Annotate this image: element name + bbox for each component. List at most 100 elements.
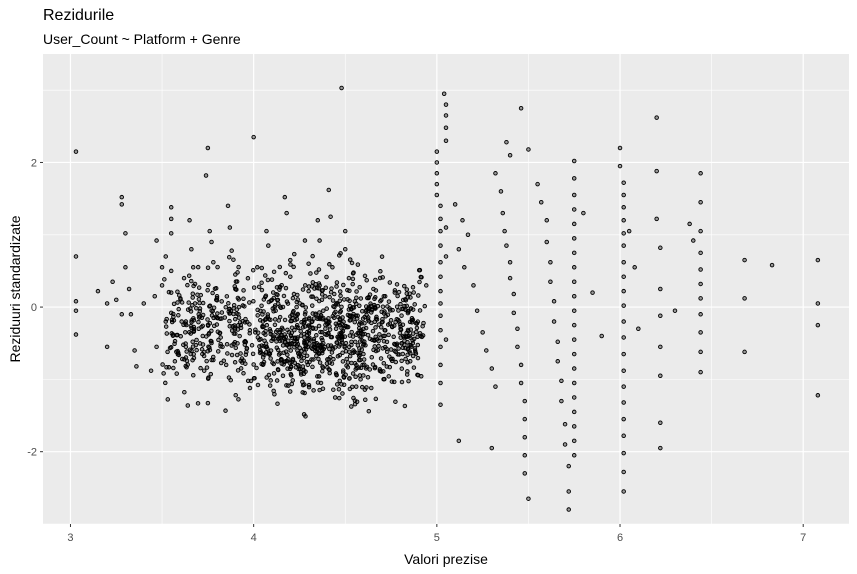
data-point: [256, 284, 262, 290]
data-point: [353, 339, 358, 345]
data-point: [310, 303, 315, 308]
data-point: [326, 367, 332, 372]
data-point: [304, 359, 310, 365]
data-point: [393, 399, 398, 404]
data-point: [180, 356, 185, 362]
data-point: [312, 286, 317, 291]
data-point: [658, 445, 663, 451]
data-point: [104, 344, 110, 350]
data-point: [636, 326, 641, 332]
data-point: [261, 359, 267, 365]
data-point: [186, 300, 191, 305]
data-point: [331, 315, 337, 320]
data-point: [361, 357, 367, 362]
data-point: [375, 347, 381, 353]
data-point: [213, 286, 219, 291]
data-point: [275, 347, 281, 353]
data-point: [405, 340, 410, 345]
data-point: [438, 313, 443, 319]
data-point: [300, 302, 305, 308]
data-point: [299, 320, 304, 325]
data-point: [264, 322, 270, 328]
data-point: [345, 287, 350, 293]
data-point: [235, 270, 240, 275]
data-point: [369, 385, 374, 391]
data-point: [462, 265, 467, 270]
data-point: [393, 319, 398, 325]
data-point: [148, 368, 154, 373]
data-point: [349, 329, 354, 335]
data-point: [401, 306, 406, 312]
data-point: [233, 345, 239, 351]
data-point: [231, 306, 237, 311]
data-point: [292, 327, 297, 333]
data-point: [359, 321, 364, 326]
data-point: [324, 274, 329, 280]
data-point: [232, 316, 238, 322]
y-tick-label: 2: [31, 157, 37, 169]
data-point: [337, 317, 343, 323]
data-point: [395, 293, 400, 299]
data-point: [275, 297, 280, 303]
data-point: [326, 187, 332, 193]
data-point: [280, 343, 286, 348]
data-point: [275, 401, 280, 406]
data-point: [344, 363, 349, 368]
data-point: [381, 333, 386, 339]
data-point: [350, 334, 356, 339]
data-point: [260, 324, 265, 330]
data-point: [551, 299, 557, 304]
data-point: [179, 319, 184, 324]
data-point: [185, 282, 190, 288]
data-point: [295, 362, 301, 368]
data-point: [321, 308, 326, 313]
data-point: [571, 293, 577, 299]
data-point: [277, 264, 283, 270]
data-point: [484, 348, 489, 353]
data-point: [438, 362, 443, 368]
data-point: [205, 400, 211, 406]
data-point: [381, 360, 387, 366]
data-point: [73, 299, 79, 304]
data-point: [698, 228, 703, 234]
data-point: [364, 364, 370, 370]
data-point: [403, 298, 409, 303]
data-point: [320, 337, 325, 343]
data-point: [337, 253, 342, 258]
data-point: [815, 322, 821, 328]
data-point: [271, 388, 276, 394]
data-point: [373, 288, 379, 293]
data-point: [350, 276, 356, 282]
data-point: [518, 362, 524, 368]
data-point: [278, 327, 283, 333]
data-point: [386, 374, 391, 379]
data-point: [358, 365, 364, 371]
data-point: [515, 344, 520, 350]
data-point: [191, 317, 197, 323]
data-point: [408, 306, 414, 311]
data-point: [382, 309, 387, 314]
data-point: [318, 343, 323, 349]
data-point: [324, 306, 329, 311]
data-point: [443, 125, 449, 131]
data-point: [417, 279, 422, 285]
data-point: [73, 332, 79, 337]
data-point: [175, 289, 180, 294]
data-point: [343, 246, 348, 252]
data-point: [255, 265, 260, 270]
x-tick-label: 6: [617, 532, 623, 544]
data-point: [311, 316, 317, 321]
data-point: [196, 296, 202, 302]
data-point: [349, 342, 354, 348]
data-point: [382, 376, 387, 382]
data-point: [621, 335, 626, 340]
data-point: [263, 350, 269, 355]
data-point: [200, 323, 205, 329]
data-point: [507, 152, 513, 158]
data-point: [196, 319, 201, 325]
data-point: [698, 369, 703, 375]
data-point: [742, 257, 747, 263]
data-point: [267, 383, 273, 388]
data-point: [236, 297, 242, 302]
data-point: [544, 239, 550, 245]
